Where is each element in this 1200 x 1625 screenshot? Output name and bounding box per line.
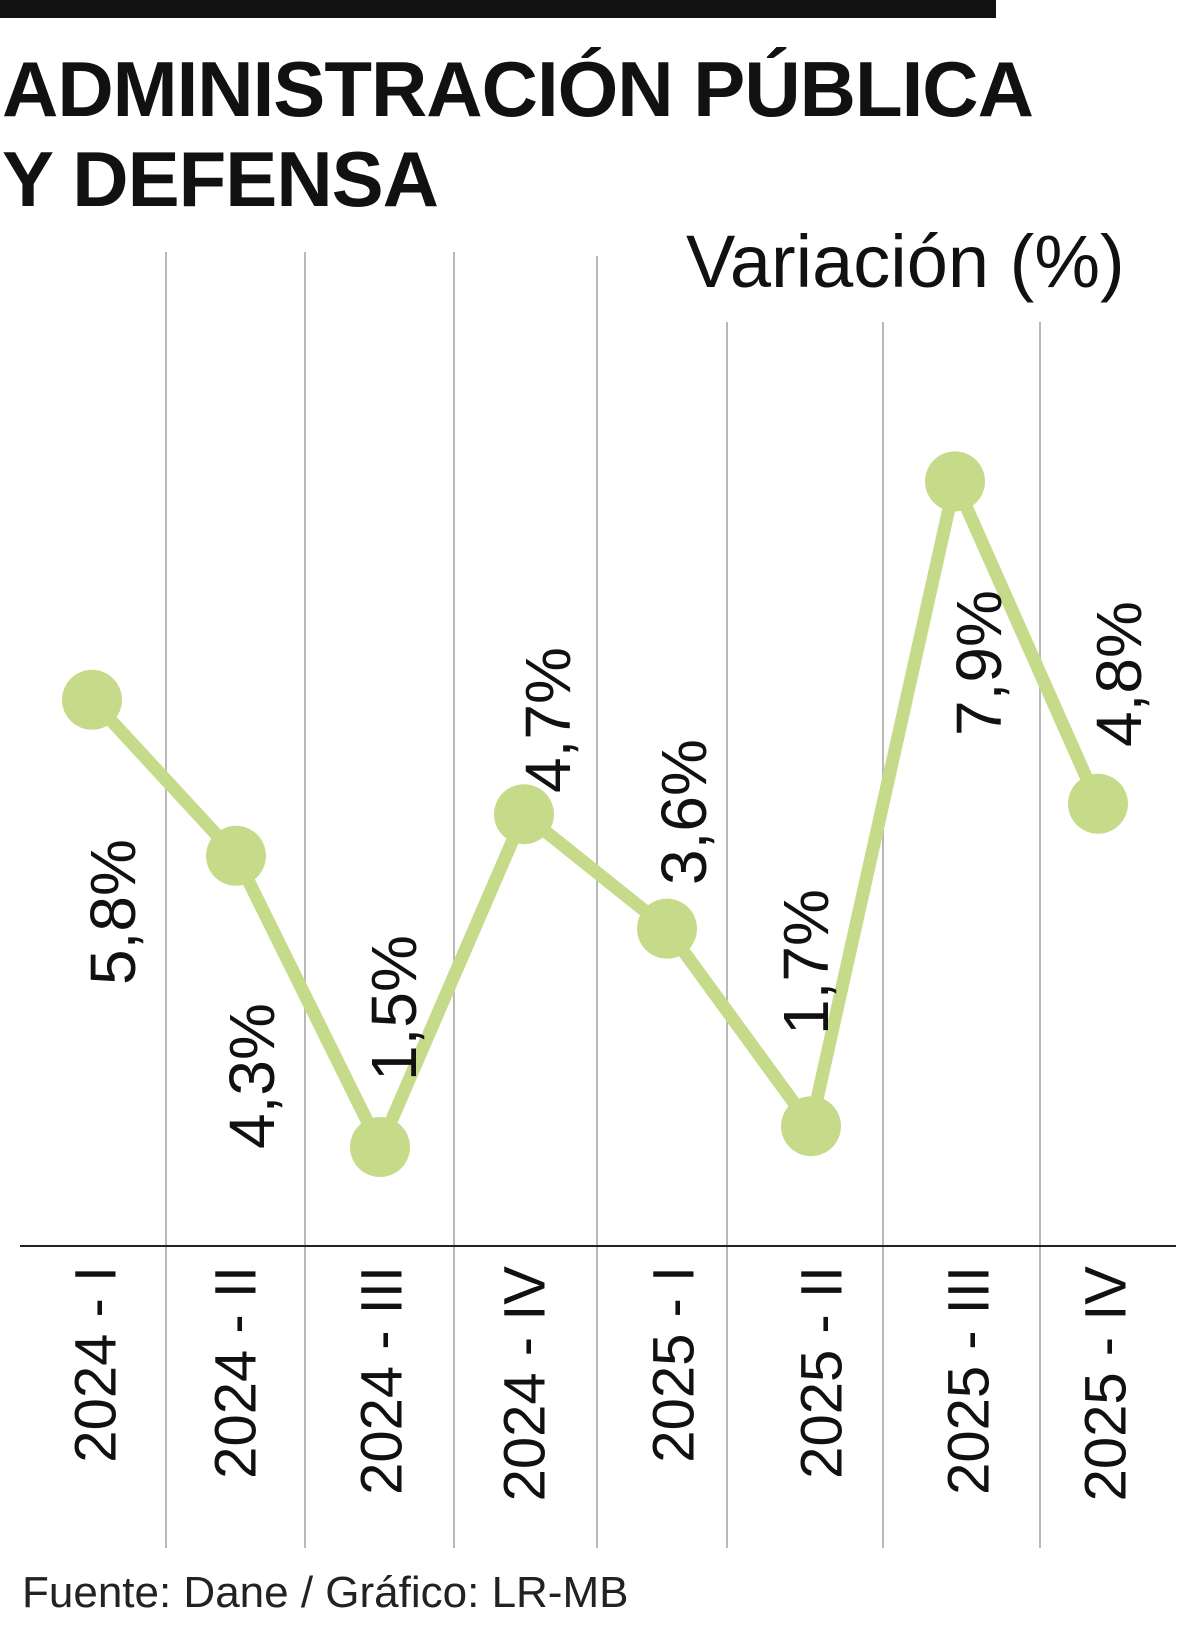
data-label: 7,9% <box>943 590 1015 736</box>
data-points <box>62 451 1128 1177</box>
x-tick-label: 2025 - II <box>789 1266 854 1479</box>
line-chart: 5,8% 4,3% 1,5% 4,7% 3,6% 1,7% 7,9% 4,8% 2024 - … <box>20 252 1176 1548</box>
data-point <box>925 451 985 512</box>
data-point <box>350 1117 410 1177</box>
data-label: 4,7% <box>512 647 584 793</box>
data-label: 1,5% <box>358 935 430 1081</box>
data-labels: 5,8% 4,3% 1,5% 4,7% 3,6% 1,7% 7,9% 4,8% <box>77 590 1155 1149</box>
x-tick-label: 2024 - III <box>349 1266 414 1495</box>
top-rule <box>0 0 996 18</box>
data-point <box>206 825 266 886</box>
y-axis-unit-label: Variación (%) <box>686 220 1125 303</box>
chart-title-line-1: ADMINISTRACIÓN PÚBLICA <box>2 45 1034 133</box>
data-label: 3,6% <box>648 739 720 885</box>
grid-lines <box>165 252 1041 1548</box>
data-label: 4,3% <box>216 1003 288 1149</box>
data-label: 1,7% <box>770 889 842 1035</box>
data-label: 4,8% <box>1083 601 1155 747</box>
chart-title-line-2: Y DEFENSA <box>2 135 439 223</box>
x-tick-label: 2025 - IV <box>1073 1266 1138 1502</box>
chart-title: ADMINISTRACIÓN PÚBLICA Y DEFENSA <box>2 44 1034 224</box>
series-line <box>85 474 1105 1154</box>
source-note: Fuente: Dane / Gráfico: LR-MB <box>22 1568 629 1617</box>
data-point <box>494 784 554 845</box>
x-tick-label: 2024 - IV <box>492 1266 557 1502</box>
data-label: 5,8% <box>77 839 149 985</box>
x-tick-labels: 2024 - I 2024 - II 2024 - III 2024 - IV 2025… <box>63 1266 1138 1502</box>
x-tick-label: 2025 - I <box>641 1266 706 1463</box>
data-point <box>637 898 697 959</box>
data-point <box>62 669 122 730</box>
data-point <box>781 1096 841 1157</box>
data-point <box>1068 773 1128 834</box>
x-tick-label: 2024 - I <box>63 1266 128 1463</box>
x-tick-label: 2024 - II <box>203 1266 268 1479</box>
x-tick-label: 2025 - III <box>936 1266 1001 1495</box>
